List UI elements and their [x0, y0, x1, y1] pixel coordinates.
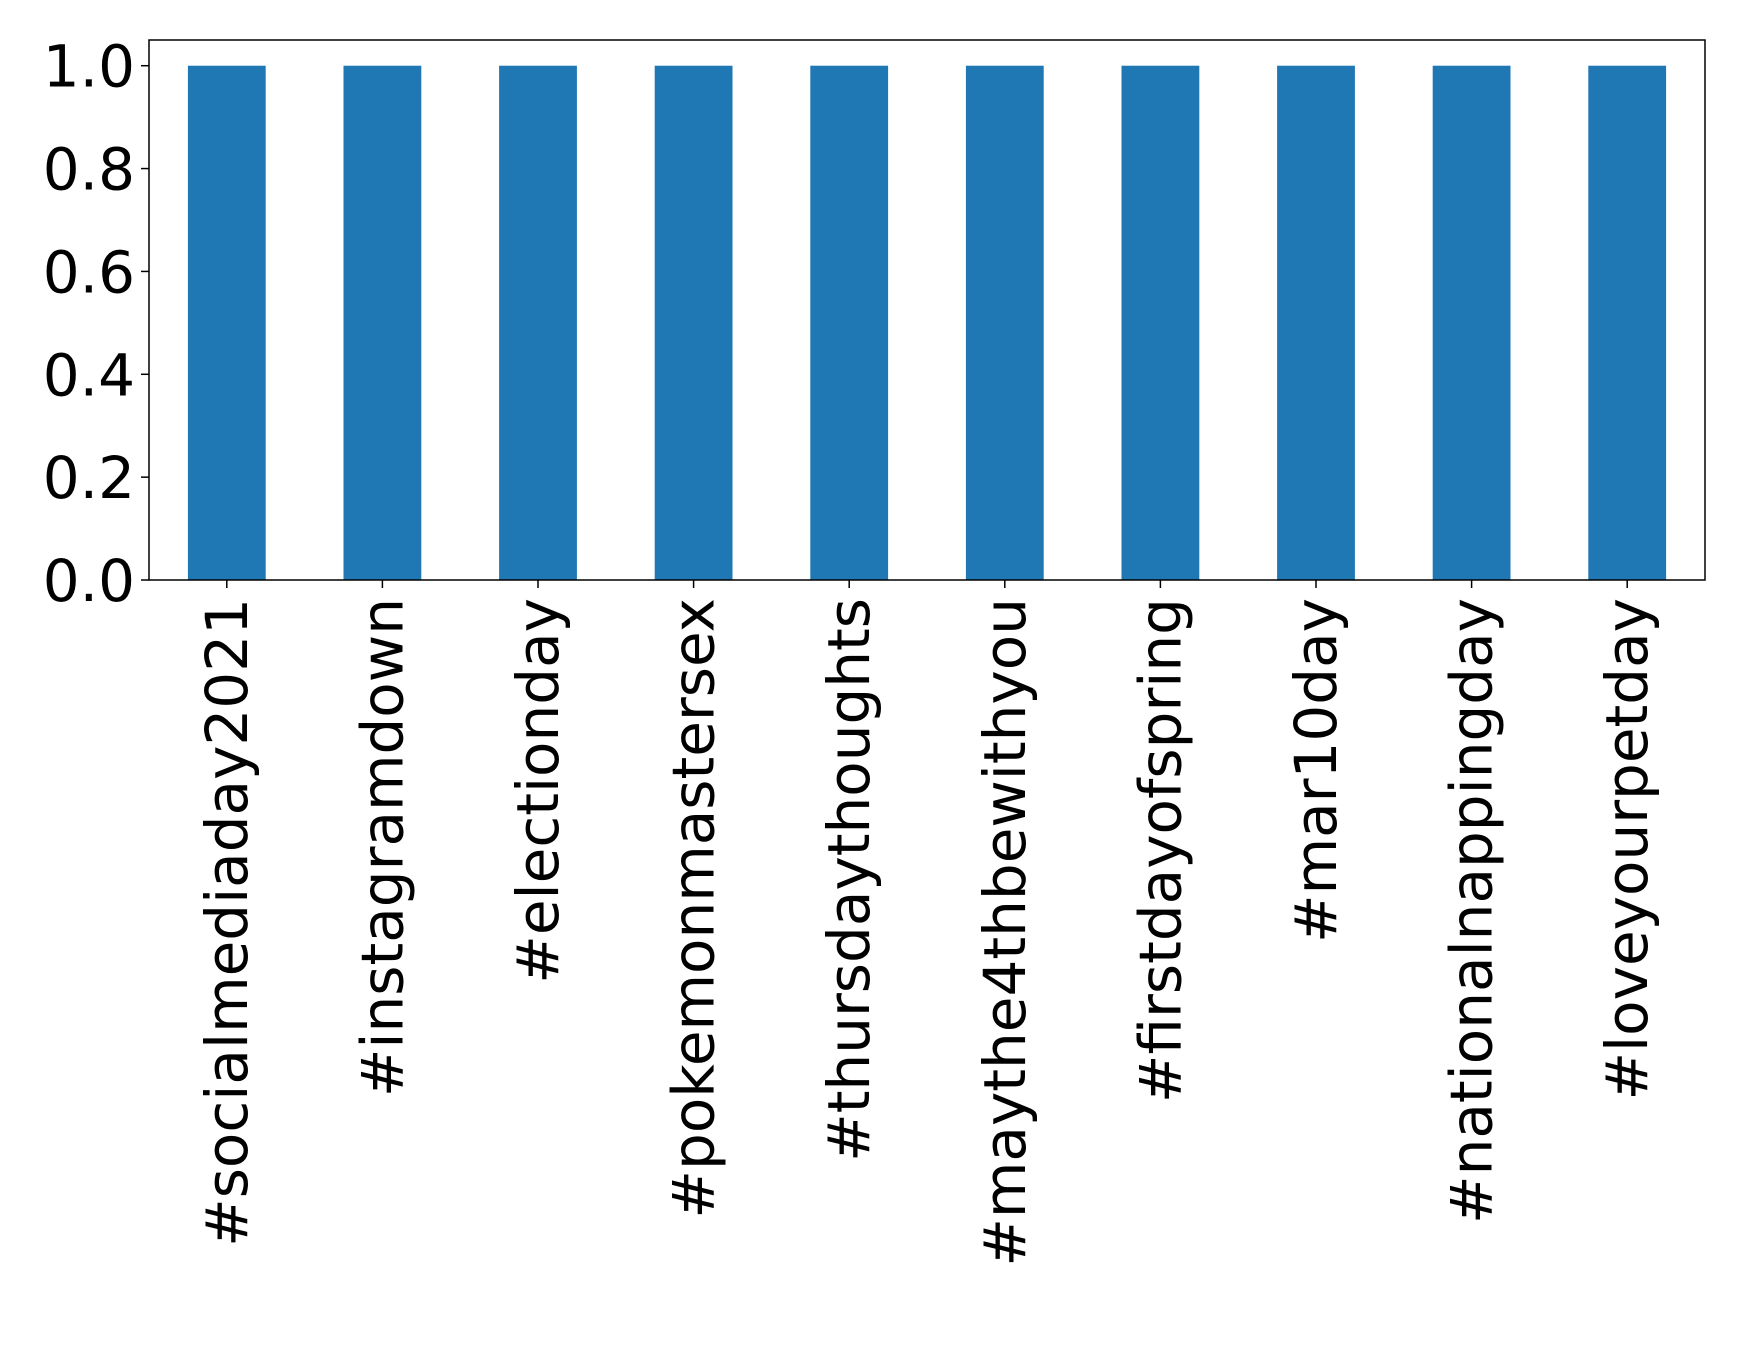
bar-firstdayofspring	[1121, 65, 1200, 580]
bar-thursdaythoughts	[810, 65, 889, 580]
y-tick-label: 0.2	[43, 444, 135, 512]
bar-socialmediaday2021	[187, 65, 266, 580]
x-tick-label: #thursdaythoughts	[815, 598, 883, 1162]
bar-loveyourpetday	[1588, 65, 1667, 580]
bar-maythe4thbewithyou	[965, 65, 1044, 580]
bar-pokemonmastersex	[654, 65, 733, 580]
x-tick-label: #electionday	[504, 598, 572, 984]
plot-frame	[148, 39, 1706, 581]
bar-mar10day	[1277, 65, 1355, 580]
bars-layer	[187, 65, 1667, 580]
y-tick-label: 1.0	[43, 33, 135, 101]
bar-nationalnappingday	[1432, 65, 1511, 580]
y-axis: 0.0 0.2 0.4 0.6 0.8 1.0	[43, 33, 149, 615]
x-tick-label: #maythe4thbewithyou	[971, 598, 1039, 1267]
y-tick-label: 0.8	[43, 136, 135, 204]
y-tick-label: 0.4	[43, 341, 135, 409]
x-tick-label: #instagramdown	[348, 598, 416, 1097]
x-tick-label: #mar10day	[1282, 598, 1350, 943]
bar-instagramdown	[343, 65, 422, 580]
y-tick-label: 0.6	[43, 238, 135, 306]
x-tick-label: #pokemonmastersex	[660, 598, 728, 1219]
x-axis: #socialmediaday2021 #instagramdown #electi…	[193, 580, 1661, 1267]
y-tick-label: 0.0	[43, 547, 135, 615]
x-tick-label: #loveyourpetday	[1593, 598, 1661, 1101]
bar-electionday	[499, 65, 577, 580]
x-tick-label: #nationalnappingday	[1438, 598, 1506, 1224]
x-tick-label: #firstdayofspring	[1126, 598, 1194, 1103]
x-tick-label: #socialmediaday2021	[193, 598, 261, 1247]
